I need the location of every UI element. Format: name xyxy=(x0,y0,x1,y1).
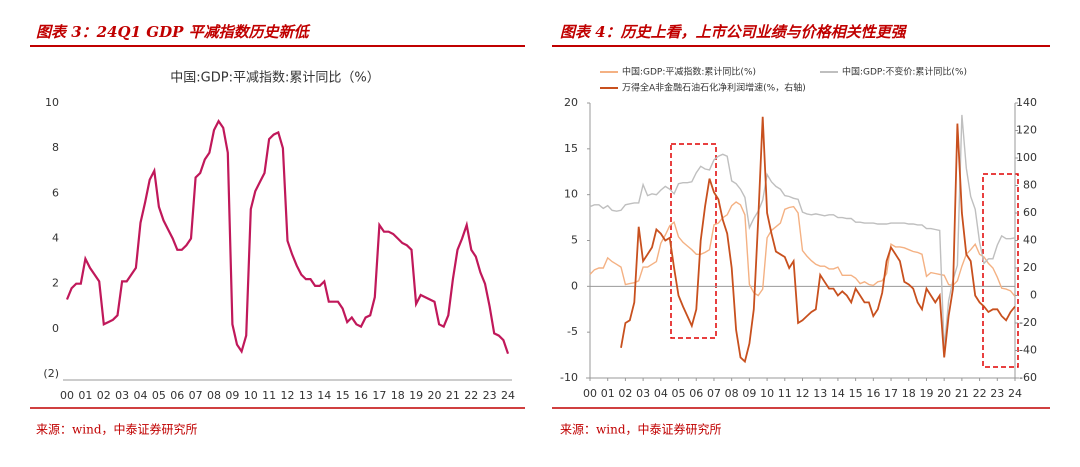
x-tick-label: 09 xyxy=(225,389,239,402)
y2-tick-label: 40 xyxy=(1023,234,1037,247)
y2-tick-label: 60 xyxy=(1023,206,1037,219)
x-tick-label: 18 xyxy=(391,389,405,402)
y-tick-label: 8 xyxy=(52,141,59,154)
y-tick-label: 0 xyxy=(571,279,578,292)
series-line xyxy=(589,201,1016,297)
source: 来源：wind，中泰证券研究所 xyxy=(560,422,722,437)
x-tick-label: 06 xyxy=(689,387,703,400)
x-tick-label: 18 xyxy=(902,387,916,400)
y2-tick-label: -60 xyxy=(1019,371,1037,384)
y-tick-label: 0 xyxy=(52,322,59,335)
x-tick-label: 20 xyxy=(428,389,442,402)
x-tick-label: 23 xyxy=(990,387,1004,400)
x-tick-label: 15 xyxy=(849,387,863,400)
highlight-box xyxy=(670,143,717,339)
x-tick-label: 11 xyxy=(778,387,792,400)
x-tick-label: 02 xyxy=(97,389,111,402)
y2-tick-label: -20 xyxy=(1019,316,1037,329)
x-tick-label: 19 xyxy=(919,387,933,400)
x-tick-label: 13 xyxy=(813,387,827,400)
x-tick-label: 24 xyxy=(501,389,515,402)
x-tick-label: 04 xyxy=(134,389,148,402)
y2-tick-label: 20 xyxy=(1023,261,1037,274)
x-tick-label: 09 xyxy=(742,387,756,400)
x-tick-label: 16 xyxy=(866,387,880,400)
x-tick-label: 03 xyxy=(636,387,650,400)
y2-tick-label: -40 xyxy=(1019,344,1037,357)
x-tick-label: 03 xyxy=(115,389,129,402)
x-tick-label: 08 xyxy=(725,387,739,400)
y-tick-label: 20 xyxy=(564,96,578,109)
x-tick-label: 01 xyxy=(601,387,615,400)
x-tick-label: 23 xyxy=(483,389,497,402)
x-tick-label: 17 xyxy=(372,389,386,402)
figure-caption: 图表 3：24Q1 GDP 平减指数历史新低 xyxy=(36,23,312,41)
y-tick-label: -5 xyxy=(567,325,578,338)
x-tick-label: 16 xyxy=(354,389,368,402)
y2-tick-label: 140 xyxy=(1016,96,1037,109)
x-tick-label: 00 xyxy=(583,387,597,400)
x-tick-label: 24 xyxy=(1008,387,1022,400)
x-tick-label: 22 xyxy=(973,387,987,400)
x-tick-label: 05 xyxy=(672,387,686,400)
x-tick-label: 02 xyxy=(618,387,632,400)
series-line xyxy=(589,114,1016,349)
x-tick-label: 07 xyxy=(707,387,721,400)
x-tick-label: 12 xyxy=(796,387,810,400)
x-tick-label: 14 xyxy=(831,387,845,400)
x-tick-label: 08 xyxy=(207,389,221,402)
y-tick-label: -10 xyxy=(560,371,578,384)
y-tick-label: 2 xyxy=(52,277,59,290)
y2-tick-label: 120 xyxy=(1016,124,1037,137)
source: 来源：wind，中泰证券研究所 xyxy=(36,422,198,437)
x-tick-label: 10 xyxy=(760,387,774,400)
y-tick-label: 15 xyxy=(564,142,578,155)
x-tick-label: 04 xyxy=(654,387,668,400)
x-tick-label: 06 xyxy=(170,389,184,402)
x-tick-label: 21 xyxy=(955,387,969,400)
x-tick-label: 22 xyxy=(464,389,478,402)
x-tick-label: 17 xyxy=(884,387,898,400)
y2-tick-label: 80 xyxy=(1023,179,1037,192)
y-tick-label: 4 xyxy=(52,232,59,245)
highlight-box xyxy=(982,173,1019,368)
x-tick-label: 13 xyxy=(299,389,313,402)
x-tick-label: 01 xyxy=(78,389,92,402)
x-tick-label: 12 xyxy=(281,389,295,402)
legend-label: 万得全A非金融石油石化净利润增速(%，右轴) xyxy=(622,82,806,94)
y-tick-label: 6 xyxy=(52,186,59,199)
x-tick-label: 00 xyxy=(60,389,74,402)
figure-caption: 图表 4：历史上看，上市公司业绩与价格相关性更强 xyxy=(560,23,908,41)
x-tick-label: 10 xyxy=(244,389,258,402)
y-tick-label: 10 xyxy=(564,188,578,201)
y-tick-label: 5 xyxy=(571,234,578,247)
y2-tick-label: 0 xyxy=(1030,289,1037,302)
x-tick-label: 05 xyxy=(152,389,166,402)
y2-tick-label: 100 xyxy=(1016,151,1037,164)
y-tick-label: 10 xyxy=(45,96,59,109)
chart-title: 中国:GDP:平减指数:累计同比（%） xyxy=(170,71,379,86)
legend-label: 中国:GDP:平减指数:累计同比(%) xyxy=(622,66,756,78)
legend-label: 中国:GDP:不变价:累计同比(%) xyxy=(842,66,967,78)
x-tick-label: 15 xyxy=(336,389,350,402)
x-tick-label: 19 xyxy=(409,389,423,402)
x-tick-label: 07 xyxy=(189,389,203,402)
series-line xyxy=(620,116,1016,364)
x-tick-label: 11 xyxy=(262,389,276,402)
series-line xyxy=(65,118,510,355)
y-tick-label: (2) xyxy=(43,367,59,380)
x-tick-label: 21 xyxy=(446,389,460,402)
x-tick-label: 20 xyxy=(937,387,951,400)
x-tick-label: 14 xyxy=(317,389,331,402)
